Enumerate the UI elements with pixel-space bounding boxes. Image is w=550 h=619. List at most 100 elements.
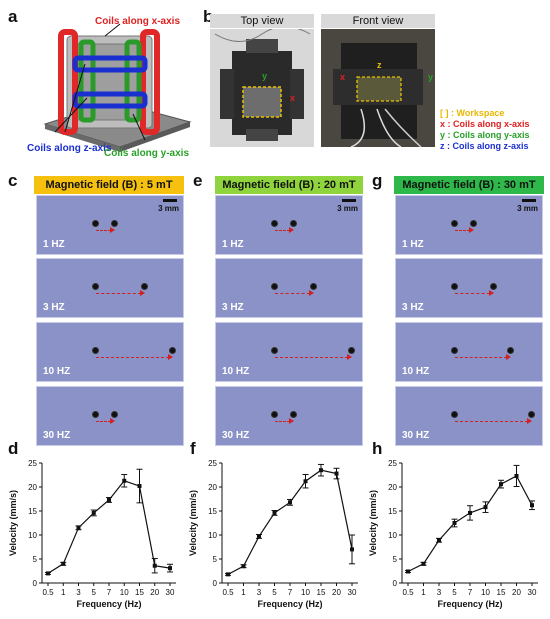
scale-bar-label: 3 mm [158, 204, 179, 213]
x-tick-label: 20 [332, 588, 341, 597]
robot-start [92, 347, 99, 354]
panel-a-letter: a [8, 7, 18, 26]
panel-c-letter: c [8, 171, 18, 190]
y-axis-label: Velocity (mm/s) [8, 490, 18, 556]
legend-workspace-text: Workspace [456, 108, 505, 118]
legend-y-coils: y : Coils along y-axis [440, 130, 530, 140]
y-tick-label: 25 [28, 459, 37, 468]
displacement-arrowhead [506, 354, 511, 360]
data-point [350, 547, 354, 552]
displacement-arrowhead [110, 418, 115, 424]
coil-system-illustration [43, 23, 192, 152]
robot-end [290, 220, 297, 227]
displacement-arrow [455, 230, 470, 231]
y-tick-label: 0 [213, 579, 218, 588]
frequency-label: 30 HZ [222, 430, 250, 441]
frequency-label: 3 HZ [222, 302, 244, 313]
y-axis-label: Velocity (mm/s) [368, 490, 378, 556]
robot-end [111, 411, 118, 418]
data-point [334, 471, 339, 476]
x-tick-label: 15 [497, 588, 506, 597]
front-view-photo [321, 29, 435, 147]
video-frame-g-3: 10 HZ [395, 322, 543, 382]
y-tick-label: 25 [208, 459, 217, 468]
series-line [47, 480, 171, 574]
robot-start [92, 411, 99, 418]
displacement-arrow [275, 230, 290, 231]
label-x-coils: Coils along x-axis [95, 16, 181, 27]
front-view-header: Front view [321, 14, 435, 28]
robot-start [271, 411, 278, 418]
front-view-x-mark: x [340, 72, 346, 82]
data-point [421, 561, 426, 566]
robot-start [92, 220, 99, 227]
robot-end [111, 220, 118, 227]
data-point [168, 566, 172, 571]
x-tick-label: 30 [348, 588, 357, 597]
velocity-chart-f: 0 5 10 15 20 25 0.5 1 3 5 7 10 15 20 30 Frequency (Hz) V… [188, 459, 358, 609]
displacement-arrowhead [527, 418, 532, 424]
robot-end [470, 220, 477, 227]
panel-f-letter: f [190, 439, 196, 458]
field-banner-c: Magnetic field (B) : 5 mT [34, 176, 184, 194]
robot-end [290, 411, 297, 418]
frequency-label: 1 HZ [222, 239, 244, 250]
y-tick-label: 0 [33, 579, 38, 588]
legend-z-coils: z : Coils along z-axis [440, 141, 529, 151]
x-tick-label: 1 [61, 588, 66, 597]
top-view-y-mark: y [262, 71, 268, 81]
data-point [303, 479, 308, 484]
data-point [452, 521, 457, 525]
x-tick-label: 10 [120, 588, 129, 597]
data-point [122, 478, 127, 483]
displacement-arrowhead [469, 227, 474, 233]
displacement-arrow [96, 293, 141, 294]
label-y-coils: Coils along y-axis [104, 148, 190, 159]
x-tick-label: 5 [452, 588, 457, 597]
video-frame-e-3: 10 HZ [215, 322, 363, 382]
frequency-label: 1 HZ [402, 239, 424, 250]
label-z-coils: Coils along z-axis [27, 143, 112, 154]
data-point [288, 500, 292, 505]
series-line [227, 469, 353, 575]
scale-bar-label: 3 mm [337, 204, 358, 213]
data-point [483, 505, 488, 510]
x-tick-label: 10 [301, 588, 310, 597]
robot-end [507, 347, 514, 354]
x-tick-label: 3 [257, 588, 262, 597]
data-point [152, 563, 157, 568]
x-tick-label: 7 [107, 588, 112, 597]
data-point [137, 484, 142, 489]
data-point [241, 564, 246, 569]
data-point [91, 510, 96, 515]
displacement-arrow [275, 293, 310, 294]
data-point [530, 503, 534, 508]
robot-end [490, 283, 497, 290]
x-axis-label: Frequency (Hz) [437, 599, 502, 609]
robot-start [451, 411, 458, 418]
displacement-arrowhead [347, 354, 352, 360]
field-banner-e: Magnetic field (B) : 20 mT [215, 176, 363, 194]
frequency-label: 3 HZ [402, 302, 424, 313]
displacement-arrow [96, 421, 111, 422]
series-line [407, 475, 533, 573]
y-tick-label: 5 [213, 555, 218, 564]
data-point [61, 561, 66, 566]
y-tick-label: 5 [393, 555, 398, 564]
x-tick-label: 3 [437, 588, 442, 597]
robot-end [310, 283, 317, 290]
x-tick-label: 30 [528, 588, 537, 597]
video-frame-e-2: 3 HZ [215, 258, 363, 318]
x-tick-label: 15 [135, 588, 144, 597]
front-view-z-mark: z [377, 60, 382, 70]
panel-b-letter: b [203, 7, 214, 26]
x-tick-label: 20 [512, 588, 521, 597]
velocity-chart-h: 0 5 10 15 20 25 0.5 1 3 5 7 10 15 20 30 Frequency (Hz) V… [368, 459, 538, 609]
data-point [437, 538, 441, 543]
displacement-arrowhead [489, 290, 494, 296]
y-tick-label: 10 [388, 531, 397, 540]
x-tick-label: 0.5 [402, 588, 414, 597]
frequency-label: 3 HZ [43, 302, 65, 313]
x-tick-label: 1 [241, 588, 246, 597]
data-point [272, 510, 277, 515]
